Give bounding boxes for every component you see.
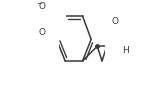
Text: O: O [118,46,125,55]
Text: O: O [38,28,45,37]
Text: −: − [36,1,42,7]
Text: +: + [50,11,55,16]
Text: O: O [38,2,45,11]
Text: H: H [122,46,129,55]
Text: N: N [46,14,53,23]
Text: O: O [112,17,118,26]
